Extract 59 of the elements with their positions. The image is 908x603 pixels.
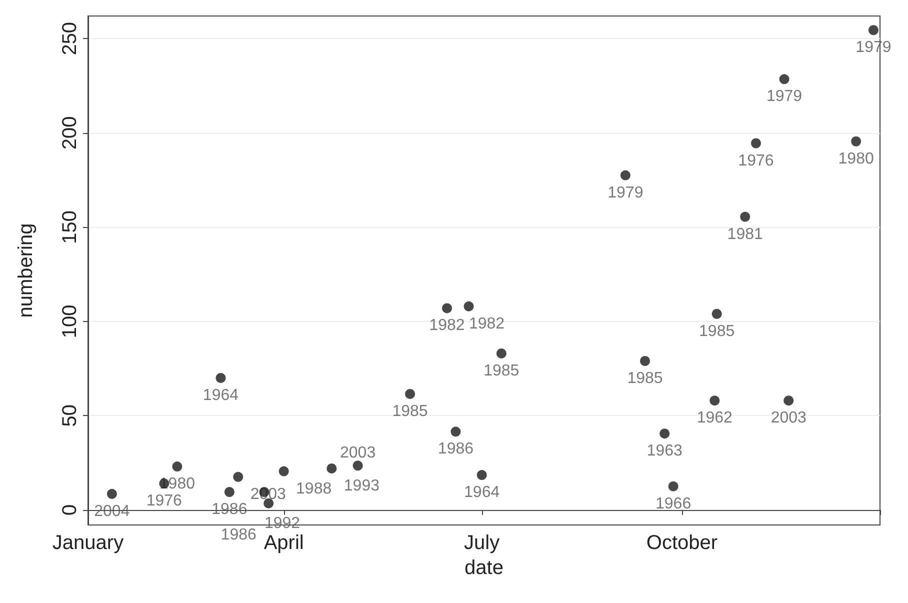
y-tick-label: 100 <box>59 304 81 338</box>
annotation: 1980 <box>838 150 874 168</box>
point <box>464 301 474 312</box>
point <box>712 308 722 319</box>
point <box>779 74 790 84</box>
point <box>352 460 363 471</box>
annotation: 1964 <box>202 386 239 404</box>
y-tick-label: 250 <box>59 22 81 56</box>
point <box>660 428 670 439</box>
point <box>710 396 720 406</box>
point <box>620 170 630 180</box>
annotation: 1982 <box>468 315 505 332</box>
x-axis-title: date <box>464 556 504 579</box>
annotation: 1985 <box>627 370 663 387</box>
y-tick-label: 50 <box>59 404 81 427</box>
annotation: 1976 <box>146 492 182 510</box>
x-tick-label: July <box>464 532 500 554</box>
point <box>405 388 416 399</box>
point <box>442 303 452 314</box>
annotation: 1976 <box>738 152 774 170</box>
x-tick-label: October <box>646 532 718 554</box>
point <box>668 481 678 492</box>
point <box>450 426 461 437</box>
annotation: 1993 <box>344 477 380 494</box>
annotation: 2003 <box>770 410 807 427</box>
y-tick-label: 150 <box>59 210 81 244</box>
annotation: 1982 <box>429 317 465 334</box>
point <box>233 472 244 482</box>
x-tick-label: January <box>52 532 124 554</box>
annotation: 1966 <box>656 495 692 512</box>
annotation: 2003 <box>340 444 376 462</box>
point <box>496 348 506 358</box>
annotation: 1981 <box>727 226 763 243</box>
point <box>851 136 862 146</box>
point <box>784 396 794 406</box>
annotation: 1985 <box>699 322 735 340</box>
point <box>750 138 761 148</box>
annotation: 1964 <box>464 484 500 502</box>
point <box>224 487 234 498</box>
point <box>476 470 487 480</box>
y-axis-title: numbering <box>15 223 37 318</box>
point <box>326 463 337 474</box>
annotation: 1988 <box>296 480 332 498</box>
x-tick-label: April <box>264 532 304 554</box>
point <box>640 356 650 366</box>
point <box>216 372 226 383</box>
point <box>740 212 750 222</box>
annotation: 1986 <box>438 440 474 458</box>
point <box>868 25 878 36</box>
annotation: 1986 <box>220 526 256 544</box>
y-tick-label: 200 <box>59 116 81 150</box>
annotation: 1985 <box>392 402 428 420</box>
annotation: 1979 <box>608 184 644 202</box>
annotation: 1962 <box>696 410 733 427</box>
annotation: 1985 <box>484 362 520 380</box>
point <box>278 466 289 476</box>
y-tick-label: 0 <box>59 504 81 516</box>
annotation: 1963 <box>646 442 682 460</box>
annotation: 1979 <box>766 88 802 106</box>
